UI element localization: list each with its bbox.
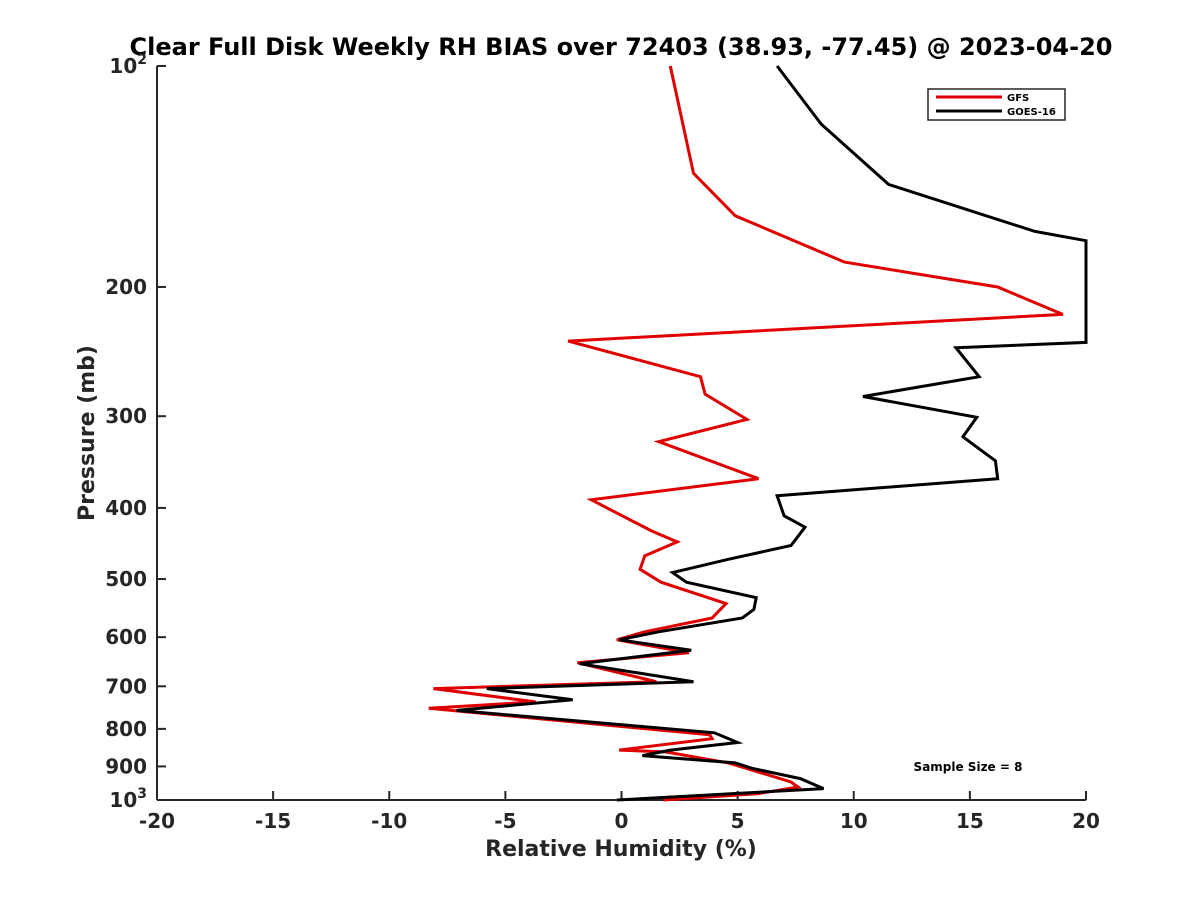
y-axis-label: Pressure (mb) (75, 345, 100, 521)
x-tick-label: 10 (840, 809, 868, 833)
sample-size-annotation: Sample Size = 8 (914, 760, 1023, 774)
x-tick-label: 0 (615, 809, 629, 833)
y-tick-label: 102 (109, 52, 147, 78)
x-tick-label: 20 (1072, 809, 1100, 833)
x-tick-label: -20 (139, 809, 175, 833)
y-tick-label: 500 (105, 567, 147, 591)
y-tick-label: 800 (105, 717, 147, 741)
x-axis-ticks: -20 -15 -10 -5 0 5 10 15 20 (139, 791, 1100, 833)
y-tick-label: 700 (105, 674, 147, 698)
y-tick-label: 300 (105, 404, 147, 428)
y-tick-label: 200 (105, 275, 147, 299)
x-tick-label: 15 (956, 809, 984, 833)
x-axis-label: Relative Humidity (%) (485, 837, 757, 862)
y-tick-label: 103 (109, 786, 147, 812)
legend-box (927, 88, 1066, 121)
y-tick-label: 400 (105, 496, 147, 520)
series-line-gfs (428, 65, 1064, 802)
legend-goes16-label: GOES-16 (1007, 107, 1056, 118)
series-line-goes-16 (456, 65, 1088, 802)
chart-title: Clear Full Disk Weekly RH BIAS over 7240… (130, 33, 1113, 61)
x-tick-label: -5 (494, 809, 516, 833)
y-tick-label: 900 (105, 754, 147, 778)
x-tick-label: -10 (371, 809, 407, 833)
legend-gfs-label: GFS (1007, 93, 1029, 104)
y-tick-label: 600 (105, 625, 147, 649)
x-tick-label: 5 (731, 809, 745, 833)
series-lines (428, 65, 1088, 802)
axes (156, 66, 1086, 801)
y-axis-ticks: 102 200 300 400 500 600 700 800 900 103 (105, 52, 166, 812)
legend: GFS GOES-16 (927, 88, 1066, 121)
x-tick-label: -15 (255, 809, 291, 833)
